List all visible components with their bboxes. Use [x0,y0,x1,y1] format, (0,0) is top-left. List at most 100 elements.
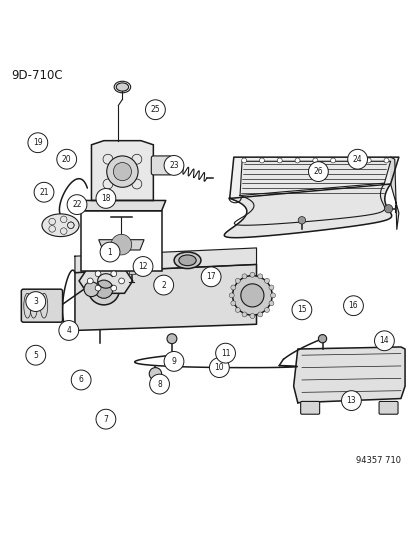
Polygon shape [240,161,390,196]
Circle shape [384,205,392,213]
Circle shape [209,358,229,377]
Text: 8: 8 [157,379,161,389]
Circle shape [348,158,353,163]
Circle shape [57,149,76,169]
FancyBboxPatch shape [300,401,319,414]
Text: 12: 12 [138,262,147,271]
Polygon shape [91,141,153,200]
Text: 22: 22 [72,200,82,209]
Circle shape [235,278,240,283]
Circle shape [232,276,271,315]
Text: 20: 20 [62,155,71,164]
Circle shape [88,273,119,305]
Circle shape [119,278,124,284]
Circle shape [153,275,173,295]
Circle shape [264,308,269,312]
Circle shape [133,256,152,277]
Text: 5: 5 [33,351,38,360]
Circle shape [242,312,247,317]
Circle shape [164,351,183,372]
Circle shape [96,189,116,208]
Circle shape [241,158,246,163]
Polygon shape [390,157,398,229]
Circle shape [297,216,305,224]
Text: 94357 710: 94357 710 [355,456,400,465]
Ellipse shape [42,214,79,237]
Circle shape [383,158,388,163]
Polygon shape [293,347,404,402]
Circle shape [264,278,269,283]
Circle shape [59,320,78,341]
FancyBboxPatch shape [378,401,397,414]
Circle shape [343,296,363,316]
Circle shape [201,267,221,287]
Circle shape [84,282,99,297]
Ellipse shape [174,252,200,269]
Text: 7: 7 [103,415,108,424]
Circle shape [111,235,131,255]
Circle shape [149,368,161,380]
Circle shape [149,374,169,394]
FancyBboxPatch shape [129,269,135,274]
Circle shape [366,158,370,163]
Circle shape [249,272,254,277]
Circle shape [330,158,335,163]
Circle shape [215,343,235,363]
Polygon shape [75,264,256,330]
Text: 16: 16 [348,301,357,310]
Text: 9D-710C: 9D-710C [11,69,62,82]
Circle shape [95,280,113,298]
Text: 24: 24 [352,155,361,164]
Circle shape [294,158,299,163]
Text: 15: 15 [297,305,306,314]
Circle shape [67,195,87,214]
Circle shape [113,163,131,181]
Circle shape [87,278,93,284]
Circle shape [26,292,45,311]
Circle shape [268,301,273,306]
Circle shape [34,182,54,202]
Circle shape [96,409,116,429]
Text: 4: 4 [66,326,71,335]
Circle shape [111,271,116,277]
Text: 14: 14 [379,336,388,345]
Text: 6: 6 [78,375,83,384]
FancyBboxPatch shape [21,289,62,322]
Circle shape [242,274,247,279]
Text: 3: 3 [33,297,38,306]
Text: 13: 13 [346,396,355,405]
Circle shape [259,158,264,163]
Text: 17: 17 [206,272,216,281]
Circle shape [270,293,275,298]
Circle shape [95,285,101,291]
Circle shape [257,312,262,317]
Circle shape [28,133,47,152]
Circle shape [347,149,367,169]
Circle shape [166,334,176,344]
Circle shape [341,391,361,410]
Polygon shape [98,240,144,250]
Circle shape [95,271,101,277]
Text: 10: 10 [214,363,224,372]
Circle shape [230,301,235,306]
Ellipse shape [178,255,196,265]
Ellipse shape [116,83,128,91]
Polygon shape [79,269,133,293]
Text: 19: 19 [33,138,43,147]
Text: 1: 1 [107,247,112,256]
Circle shape [230,285,235,290]
Circle shape [100,242,120,262]
Circle shape [229,293,234,298]
Text: 21: 21 [39,188,49,197]
Circle shape [249,313,254,319]
Text: 25: 25 [150,105,160,114]
Polygon shape [75,248,256,273]
Text: 2: 2 [161,280,166,289]
Text: 26: 26 [313,167,323,176]
Circle shape [26,345,45,365]
Polygon shape [224,184,391,238]
Circle shape [277,158,282,163]
Circle shape [257,274,262,279]
Circle shape [291,300,311,320]
Text: 11: 11 [220,349,230,358]
